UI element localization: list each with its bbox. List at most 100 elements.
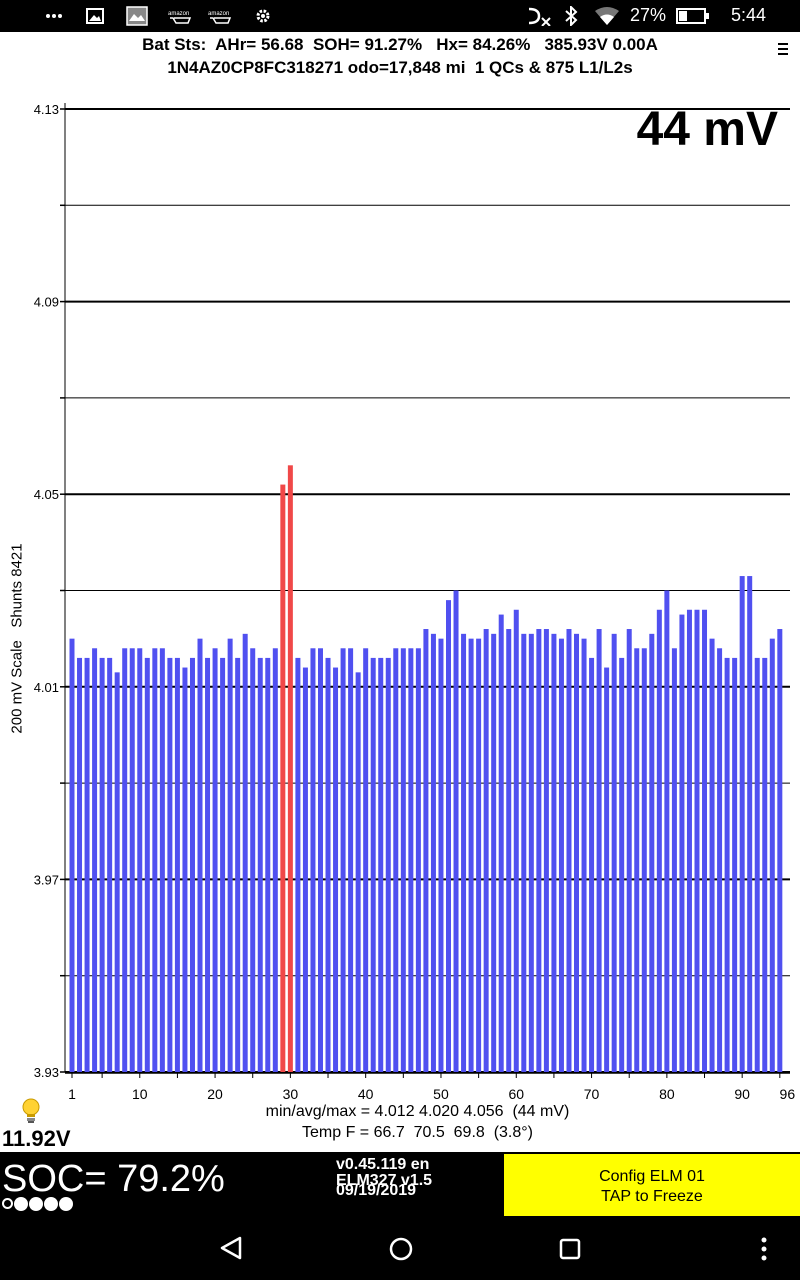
cell-bar	[611, 633, 617, 1072]
cell-bar	[446, 600, 451, 1072]
cell-bar	[144, 657, 150, 1072]
cell-bar	[709, 638, 715, 1072]
12v-battery-voltage: 11.92V	[2, 1126, 71, 1151]
cell-bar	[182, 667, 188, 1072]
config-freeze-button[interactable]: Config ELM 01 TAP to Freeze	[504, 1154, 800, 1216]
config-button-line1: Config ELM 01	[599, 1168, 705, 1185]
cell-bar	[250, 648, 256, 1072]
navigation-bar	[0, 1216, 800, 1280]
cell-bar	[536, 629, 542, 1072]
settings-gear-icon	[256, 9, 270, 23]
cell-bar	[649, 633, 655, 1072]
cell-bar	[99, 657, 105, 1072]
more-vert-icon[interactable]	[760, 1236, 768, 1262]
cell-bar	[415, 648, 421, 1072]
cell-bar	[747, 576, 753, 1072]
cell-bar	[174, 657, 180, 1072]
x-tick-label: 20	[207, 1086, 223, 1100]
vin-odometer-line: 1N4AZ0CP8FC318271 odo=17,848 mi 1 QCs & …	[167, 58, 633, 77]
cell-bar	[227, 638, 233, 1072]
version-info: v0.45.119 en ELM327 v1.5 09/19/2019	[336, 1157, 432, 1199]
build-date: 09/19/2019	[336, 1182, 417, 1199]
cell-bar	[754, 657, 760, 1072]
cell-bar	[679, 614, 685, 1072]
y-tick-label: 3.93	[34, 1065, 59, 1080]
status-bar: amazon amazon 27% 5:44	[0, 0, 800, 32]
recents-icon[interactable]	[558, 1237, 582, 1261]
data-off-icon	[528, 7, 551, 26]
cell-bar	[152, 648, 158, 1072]
cell-bar	[438, 638, 444, 1072]
x-tick-label: 30	[283, 1086, 299, 1100]
more-dots-icon[interactable]	[46, 14, 62, 34]
adapter-version: ELM327 v1.5	[336, 1172, 433, 1189]
cell-bar	[589, 657, 595, 1072]
cell-bar	[408, 648, 414, 1072]
cell-bar	[769, 638, 775, 1072]
wifi-icon	[595, 7, 619, 25]
cell-bar	[528, 633, 534, 1072]
cell-bar	[468, 638, 474, 1072]
cell-bar	[604, 667, 610, 1072]
soc-dot	[44, 1196, 58, 1211]
x-tick-label: 40	[358, 1086, 374, 1100]
cell-bar	[287, 465, 293, 1072]
cell-bar	[732, 657, 738, 1072]
battery-percent: 27%	[630, 5, 667, 25]
photo-app-icon	[126, 6, 148, 26]
cell-bar	[393, 648, 399, 1072]
cell-voltage-chart[interactable]: 4.13 4.09 4.05 4.01 3.97 3.93 1 10 20 30 40 50 60 70 8…	[0, 90, 800, 1100]
cell-bar	[265, 657, 271, 1072]
soc-dot	[14, 1196, 28, 1211]
cell-bar	[777, 629, 783, 1072]
cell-bar	[220, 657, 226, 1072]
cell-bar	[400, 648, 406, 1072]
soc-dot	[59, 1196, 73, 1211]
min-avg-max-stats: min/avg/max = 4.012 4.020 4.056 (44 mV)	[265, 1103, 570, 1120]
cell-bar	[686, 609, 692, 1072]
cell-bar	[370, 657, 376, 1072]
cell-bar	[423, 629, 429, 1072]
cell-bar	[310, 648, 316, 1072]
back-icon[interactable]	[218, 1236, 244, 1260]
cell-bar	[355, 672, 361, 1072]
cell-bar	[461, 633, 467, 1072]
cell-bar	[167, 657, 173, 1072]
soc-dot	[2, 1198, 13, 1210]
cell-bar	[317, 648, 323, 1072]
cell-bar	[107, 657, 113, 1072]
cell-bar	[491, 633, 497, 1072]
cell-bar	[641, 648, 647, 1072]
cell-bar	[122, 648, 128, 1072]
cell-bar	[280, 484, 286, 1072]
cell-bar	[596, 629, 602, 1072]
x-tick-label: 96	[780, 1086, 796, 1100]
config-button-line2: TAP to Freeze	[601, 1188, 703, 1205]
y-axis-title: 200 mV Scale Shunts 8421	[8, 543, 26, 734]
lightbulb-icon	[22, 1098, 40, 1123]
cell-bar	[385, 657, 391, 1072]
cell-bar	[129, 648, 135, 1072]
overflow-menu-button[interactable]	[778, 40, 792, 60]
clock: 5:44	[731, 5, 767, 25]
cell-bar	[295, 657, 301, 1072]
cell-bar	[513, 609, 519, 1072]
cell-bar	[702, 609, 708, 1072]
cell-bar	[69, 638, 75, 1072]
cell-bar	[378, 657, 384, 1072]
y-tick-label: 4.05	[34, 487, 59, 502]
cell-bar	[694, 609, 700, 1072]
soc-dot	[29, 1196, 43, 1211]
home-icon[interactable]	[388, 1236, 414, 1262]
amazon-cart-icon: amazon	[168, 11, 192, 24]
x-tick-label: 90	[734, 1086, 750, 1100]
x-tick-label: 1	[68, 1086, 76, 1100]
y-tick-label: 4.01	[34, 680, 59, 695]
cell-bar	[521, 633, 527, 1072]
cell-bar	[302, 667, 308, 1072]
cell-bar	[333, 667, 339, 1072]
app-version: v0.45.119 en	[336, 1156, 430, 1173]
cell-bar	[159, 648, 165, 1072]
cell-bar	[430, 633, 436, 1072]
cell-bar	[137, 648, 143, 1072]
